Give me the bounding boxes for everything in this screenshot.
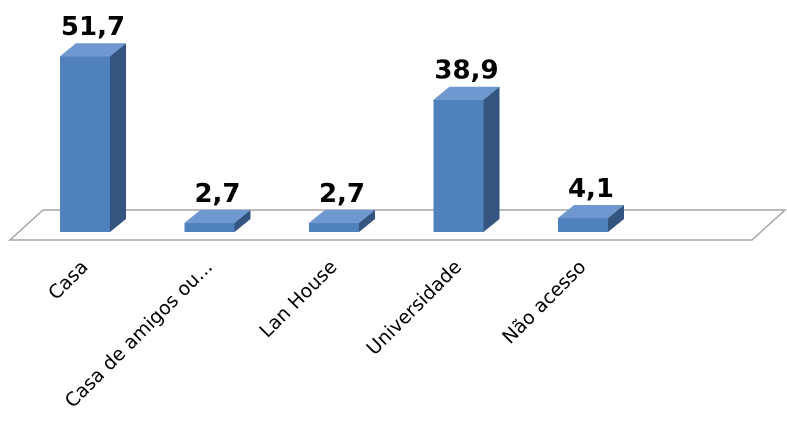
bar-side (234, 209, 251, 232)
value-labels-group: 51,7 2,7 2,7 38,9 4,1 (61, 12, 614, 209)
bar-lan-house (309, 209, 375, 232)
bar-front (309, 222, 359, 232)
bar-nao-acesso (558, 205, 624, 232)
bar-universidade (433, 86, 500, 233)
bar-top (184, 209, 251, 223)
bar-top (60, 43, 126, 57)
value-label-casa-de-amigos-ou: 2,7 (194, 179, 240, 209)
bar-casa-de-amigos-ou (184, 209, 251, 232)
bar-side (110, 43, 126, 232)
chart-floor (8, 209, 787, 241)
bar-top (309, 209, 375, 223)
category-label-casa: Casa (44, 256, 92, 304)
bar-front (433, 99, 484, 233)
bar-top (558, 205, 624, 219)
bar-front (558, 218, 608, 232)
bar-side (608, 205, 624, 232)
bars-group (60, 43, 624, 233)
value-label-nao-acesso: 4,1 (568, 174, 614, 204)
bar-front (60, 56, 110, 232)
value-label-casa: 51,7 (61, 12, 125, 42)
category-label-lan-house: Lan House (255, 256, 341, 342)
bar-front (184, 222, 235, 232)
category-label-universidade: Universidade (362, 256, 466, 360)
category-label-nao-acesso: Não acesso (498, 256, 590, 348)
bar-side (359, 209, 375, 232)
value-label-universidade: 38,9 (434, 56, 498, 86)
value-label-lan-house: 2,7 (319, 179, 365, 209)
bar-side (483, 86, 500, 233)
bar-casa (60, 43, 126, 232)
bar-top (433, 86, 500, 100)
